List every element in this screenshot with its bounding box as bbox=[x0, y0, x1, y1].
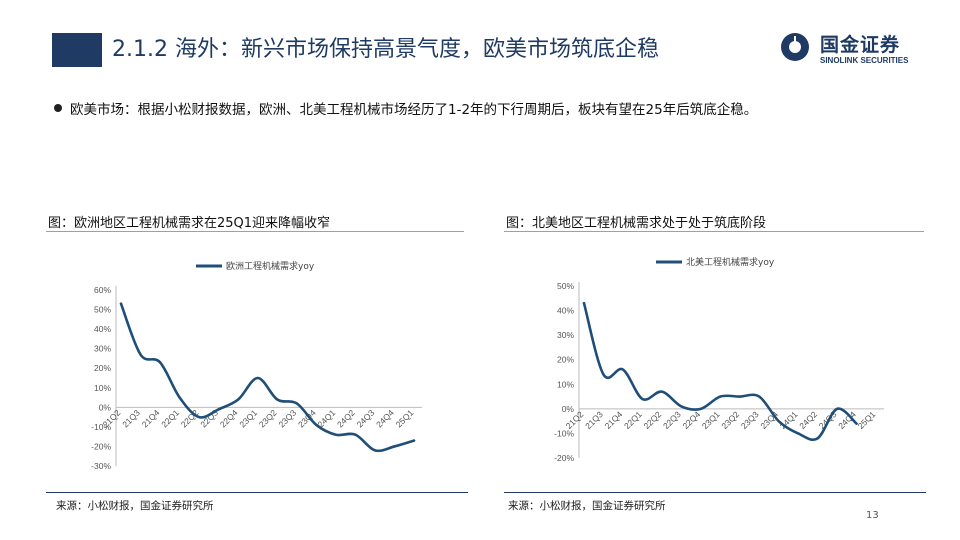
x-tick-label: 23Q2 bbox=[257, 407, 279, 429]
figure-2-source-rule bbox=[504, 492, 926, 493]
x-tick-label: 22Q1 bbox=[622, 409, 644, 431]
north-america-demand-chart: 北美工程机械需求yoy 50% 40% 30% 20% 10% 0% -10% -20% 21Q2… bbox=[504, 248, 924, 488]
y-tick-label: 30% bbox=[94, 344, 111, 354]
figure-2-title-rule bbox=[504, 231, 924, 232]
data-point bbox=[855, 422, 858, 425]
x-tick-label: 22Q3 bbox=[661, 409, 683, 431]
x-tick-label: 21Q3 bbox=[583, 409, 605, 431]
data-point bbox=[796, 432, 800, 435]
data-point bbox=[217, 408, 220, 411]
y-tick-label: 50% bbox=[94, 305, 111, 315]
x-tick-label: 22Q2 bbox=[642, 409, 664, 431]
data-point bbox=[237, 398, 240, 401]
figure-2-source: 来源：小松财报，国金证券研究所 bbox=[508, 500, 666, 512]
y-tick-label: 10% bbox=[94, 383, 111, 393]
x-tick-label: 23Q1 bbox=[237, 407, 259, 429]
series-line bbox=[119, 302, 416, 453]
data-point bbox=[699, 407, 702, 411]
x-tick-label: 24Q3 bbox=[355, 407, 377, 429]
data-point bbox=[641, 397, 644, 401]
logo-cn-text: 国金证券 bbox=[820, 34, 901, 56]
data-point bbox=[373, 449, 377, 452]
y-tick-label: 60% bbox=[94, 285, 111, 295]
chart-svg: 北美工程机械需求yoy50%40%30%20%10%0%-10%-20%21Q2… bbox=[554, 256, 884, 463]
data-point bbox=[119, 302, 123, 305]
bullet-icon bbox=[54, 104, 62, 112]
data-point bbox=[197, 415, 201, 419]
sinolink-logo-icon bbox=[781, 33, 809, 61]
y-tick-label: 20% bbox=[94, 363, 111, 373]
x-tick-label: 24Q2 bbox=[797, 409, 819, 431]
data-point bbox=[158, 361, 162, 364]
y-tick-label: -10% bbox=[554, 428, 574, 438]
data-point bbox=[334, 433, 338, 436]
x-tick-label: 22Q1 bbox=[159, 407, 181, 429]
page-title: 2.1.2 海外：新兴市场保持高景气度，欧美市场筑底企稳 bbox=[112, 37, 659, 62]
data-point bbox=[758, 395, 761, 398]
data-point bbox=[660, 390, 664, 393]
x-tick-label: 21Q4 bbox=[603, 409, 625, 431]
company-logo: 国金证券 SINOLINK SECURITIES bbox=[780, 30, 950, 70]
chart-svg: 欧洲工程机械需求yoy 60% 50% 40% 30% 20% 10% 0% -10% -20% -… bbox=[91, 260, 422, 471]
data-point bbox=[680, 405, 683, 408]
x-tick-label: 24Q4 bbox=[374, 407, 396, 429]
data-point bbox=[719, 395, 722, 398]
y-tick-label: 40% bbox=[94, 324, 111, 334]
x-tick-label: 23Q3 bbox=[276, 407, 298, 429]
figure-1-title: 图：欧洲地区工程机械需求在25Q1迎来降幅收窄 bbox=[48, 216, 331, 231]
y-tick-label: 30% bbox=[557, 330, 574, 340]
x-tick-label: 25Q1 bbox=[856, 409, 878, 431]
figure-1-source-rule bbox=[46, 492, 468, 493]
data-point bbox=[777, 419, 780, 423]
legend-label: 欧洲工程机械需求yoy bbox=[226, 260, 315, 272]
figure-1-source: 来源：小松财报，国金证券研究所 bbox=[56, 500, 214, 512]
x-tick-label: 22Q4 bbox=[218, 407, 240, 429]
x-tick-label: 23Q1 bbox=[700, 409, 722, 431]
x-tick-label: 24Q2 bbox=[335, 407, 357, 429]
y-tick-label: 0% bbox=[99, 402, 112, 412]
y-tick-label: -20% bbox=[91, 441, 111, 451]
y-tick-label: 10% bbox=[557, 379, 574, 389]
data-point bbox=[621, 368, 625, 371]
logo-en-text: SINOLINK SECURITIES bbox=[820, 56, 909, 65]
data-point bbox=[835, 407, 839, 411]
data-point bbox=[393, 445, 396, 448]
y-tick-label: -30% bbox=[91, 461, 111, 471]
figure-2-title: 图：北美地区工程机械需求处于处于筑底阶段 bbox=[506, 216, 767, 231]
data-point bbox=[178, 396, 181, 399]
data-point bbox=[602, 373, 605, 376]
y-tick-label: 40% bbox=[557, 306, 574, 316]
data-point bbox=[295, 402, 298, 405]
title-accent-bar bbox=[52, 33, 102, 67]
y-tick-label: -10% bbox=[91, 422, 111, 432]
page-number: 13 bbox=[866, 510, 879, 521]
data-point bbox=[816, 437, 819, 440]
x-tick-label: 23Q3 bbox=[739, 409, 761, 431]
europe-demand-chart: 欧洲工程机械需求yoy 60% 50% 40% 30% 20% 10% 0% -10% -20% -… bbox=[46, 248, 466, 488]
data-point bbox=[256, 376, 259, 380]
data-point bbox=[276, 398, 279, 401]
x-tick-label: 21Q4 bbox=[140, 407, 162, 429]
x-tick-label: 25Q1 bbox=[394, 407, 416, 429]
x-tick-label: 23Q2 bbox=[719, 409, 741, 431]
x-tick-label: 21Q3 bbox=[120, 407, 142, 429]
data-point bbox=[738, 395, 741, 398]
figure-1-title-rule bbox=[46, 231, 464, 232]
y-tick-label: -20% bbox=[554, 453, 574, 463]
y-tick-label: 50% bbox=[557, 281, 574, 291]
data-point bbox=[412, 439, 416, 442]
data-point bbox=[315, 423, 318, 427]
bullet-text: 欧美市场：根据小松财报数据，欧洲、北美工程机械市场经历了1-2年的下行周期后，板… bbox=[70, 102, 758, 118]
data-point bbox=[582, 302, 586, 305]
y-tick-label: 20% bbox=[557, 355, 574, 365]
legend-label: 北美工程机械需求yoy bbox=[686, 256, 775, 268]
y-tick-label: 0% bbox=[562, 404, 575, 414]
data-point bbox=[139, 353, 142, 356]
x-tick-label: 22Q4 bbox=[680, 409, 702, 431]
x-tick-label: 23Q4 bbox=[296, 407, 318, 429]
data-point bbox=[354, 433, 357, 436]
